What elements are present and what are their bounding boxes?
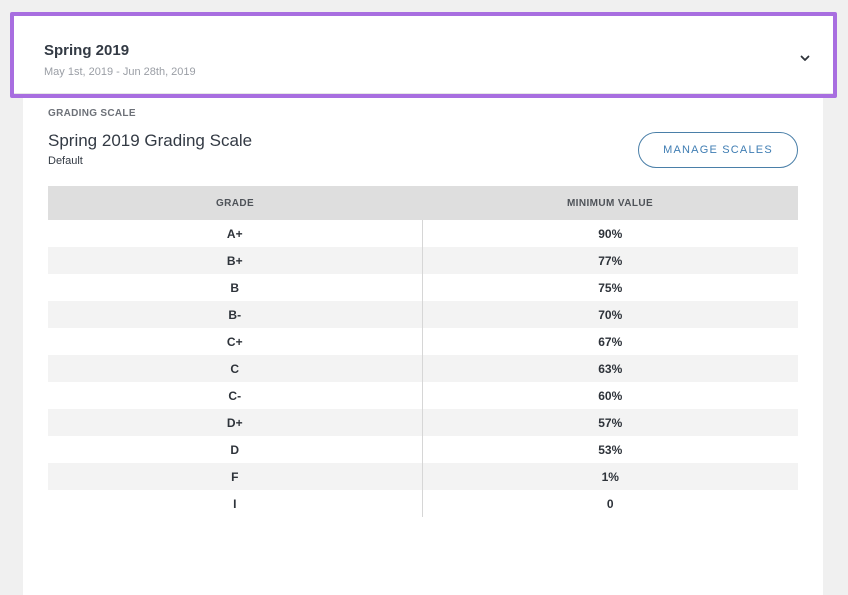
minimum-value-cell: 63%: [422, 355, 798, 382]
grading-scale-table: GRADE MINIMUM VALUE A+ 90% B+ 77% B 75% B- 70% C…: [48, 186, 798, 517]
table-row: D+ 57%: [48, 409, 798, 436]
grade-cell: A+: [48, 220, 423, 247]
grade-cell: C+: [48, 328, 423, 355]
table-row: C- 60%: [48, 382, 798, 409]
grade-cell: B-: [48, 301, 423, 328]
grade-cell: B+: [48, 247, 423, 274]
minimum-value-cell: 90%: [598, 226, 623, 241]
table-body: A+ 90% B+ 77% B 75% B- 70% C+ 67% C 63% C- 60% D+ 57% D 5…: [48, 220, 798, 517]
section-label: GRADING SCALE: [48, 108, 136, 119]
chevron-down-icon[interactable]: [799, 52, 811, 64]
minimum-value-cell: 77%: [422, 247, 798, 274]
table-row: C 63%: [48, 355, 798, 382]
grade-cell: D+: [48, 409, 423, 436]
term-selector[interactable]: Spring 2019 May 1st, 2019 - Jun 28th, 20…: [10, 12, 837, 98]
minimum-value-cell: 0: [606, 496, 614, 511]
table-row: B+ 77%: [48, 247, 798, 274]
minimum-value-cell: 57%: [422, 409, 798, 436]
minimum-value-cell: 53%: [598, 442, 623, 457]
scale-title: Spring 2019 Grading Scale: [48, 131, 253, 150]
table-row: C+ 67%: [48, 328, 798, 355]
grade-cell: F: [48, 463, 423, 490]
scale-type-label: Default: [48, 155, 83, 167]
minimum-value-cell: 67%: [598, 334, 623, 349]
column-header-grade: GRADE: [48, 186, 422, 220]
minimum-value-cell: 1%: [422, 463, 798, 490]
minimum-value-cell: 70%: [422, 301, 798, 328]
manage-scales-button[interactable]: MANAGE SCALES: [638, 132, 798, 168]
table-row: A+ 90%: [48, 220, 798, 247]
grade-cell: C: [48, 355, 423, 382]
minimum-value-cell: 75%: [598, 280, 623, 295]
term-title: Spring 2019: [44, 42, 130, 59]
minimum-value-cell: 60%: [598, 388, 623, 403]
table-header-row: GRADE MINIMUM VALUE: [48, 186, 798, 220]
table-row: B- 70%: [48, 301, 798, 328]
grade-cell: D: [48, 436, 423, 463]
grade-cell: I: [48, 490, 423, 517]
column-header-minimum-value: MINIMUM VALUE: [422, 186, 798, 220]
term-dates: May 1st, 2019 - Jun 28th, 2019: [44, 66, 196, 78]
table-row: B 75%: [48, 274, 798, 301]
grade-cell: C-: [48, 382, 423, 409]
term-selector-inner: Spring 2019 May 1st, 2019 - Jun 28th, 20…: [14, 16, 833, 94]
grade-cell: B: [48, 274, 423, 301]
table-row: D 53%: [48, 436, 798, 463]
table-row: F 1%: [48, 463, 798, 490]
